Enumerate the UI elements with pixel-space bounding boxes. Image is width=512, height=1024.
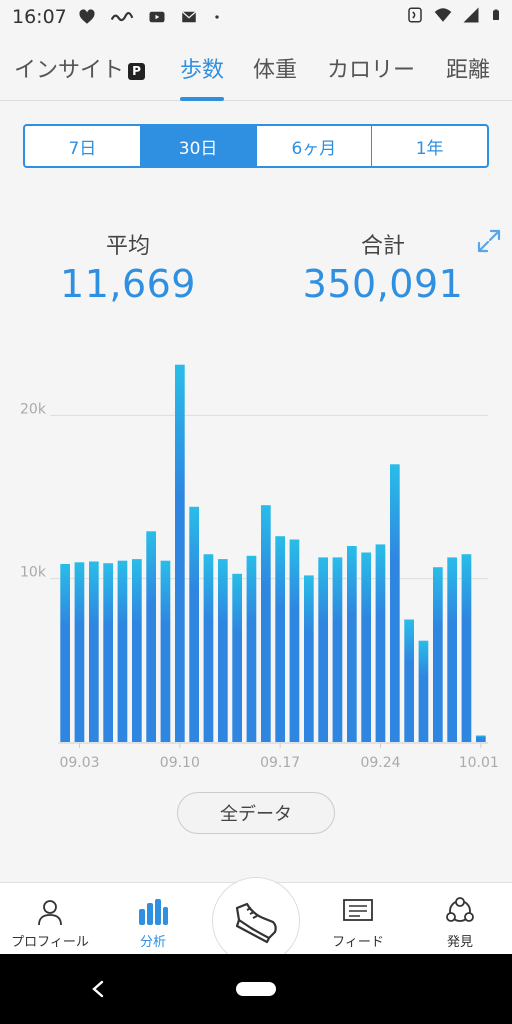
bar-09.15[interactable]: [246, 555, 257, 742]
feed-icon: [343, 899, 373, 921]
x-tick-label: 10.01: [459, 755, 499, 771]
system-navigation-bar: [0, 954, 512, 1024]
x-tick-label: 09.10: [160, 755, 200, 771]
bar-09.07[interactable]: [132, 559, 142, 742]
bar-10.01[interactable]: [476, 735, 486, 743]
nav-profile-label: プロフィール: [11, 935, 89, 950]
bar-09.28[interactable]: [433, 567, 443, 742]
analysis-icon: [139, 899, 168, 925]
period-selector: 7日 30日 6ヶ月 1年: [23, 124, 489, 168]
bar-09.19[interactable]: [304, 575, 314, 742]
active-tab-indicator: [180, 97, 224, 101]
total-value: 350,091: [302, 262, 464, 306]
premium-badge-icon: P: [128, 63, 146, 80]
signal-icon: [463, 7, 479, 23]
nav-feed[interactable]: フィード: [308, 883, 408, 955]
status-time: 16:07: [12, 6, 67, 28]
nav-feed-label: フィード: [332, 935, 384, 950]
y-tick-label: 20k: [20, 401, 47, 417]
more-notifications-icon: [215, 15, 219, 19]
bar-09.27[interactable]: [418, 640, 429, 742]
period-1-year[interactable]: 1年: [415, 138, 444, 159]
tab-steps-label: 歩数: [180, 58, 225, 83]
app-logo-icon: [110, 12, 134, 22]
shoe-icon: [235, 902, 277, 944]
nav-discover-label: 発見: [446, 935, 473, 950]
bar-09.25[interactable]: [390, 464, 400, 742]
bar-09.30[interactable]: [461, 554, 472, 742]
nav-analysis[interactable]: 分析: [103, 883, 203, 955]
bottom-navigation: プロフィール 分析 フィード 発見: [0, 877, 512, 965]
bar-09.08[interactable]: [146, 531, 156, 742]
bar-09.09[interactable]: [160, 560, 171, 742]
tab-insight[interactable]: インサイト P: [14, 52, 146, 84]
battery-icon: [493, 9, 499, 20]
tab-distance[interactable]: 距離: [446, 52, 490, 84]
back-icon[interactable]: [88, 978, 108, 1000]
nav-analysis-label: 分析: [139, 935, 166, 950]
wifi-icon: [434, 8, 452, 22]
status-bar: 16:07: [0, 0, 512, 34]
steps-bar-chart: 10k 20k 09.03 09.10 09.17 09.24 10.01: [20, 364, 499, 771]
profile-icon: [38, 900, 62, 926]
average-label: 平均: [105, 234, 150, 259]
period-6-months[interactable]: 6ヶ月: [257, 126, 373, 166]
tab-calories[interactable]: カロリー: [327, 52, 415, 84]
y-tick-label: 10k: [20, 565, 47, 581]
x-tick-label: 09.24: [360, 755, 400, 771]
nav-profile[interactable]: プロフィール: [0, 883, 100, 955]
x-tick-label: 09.17: [260, 755, 300, 771]
bar-09.13[interactable]: [218, 559, 228, 742]
bar-09.17[interactable]: [275, 536, 285, 742]
tab-insight-label: インサイト: [14, 58, 125, 83]
bar-09.14[interactable]: [232, 573, 242, 742]
period-30-days[interactable]: 30日: [140, 126, 257, 166]
bar-09.24[interactable]: [375, 544, 386, 742]
bar-09.23[interactable]: [361, 552, 371, 743]
average-value: 11,669: [60, 262, 196, 306]
youtube-icon: [149, 11, 165, 23]
bar-09.10[interactable]: [175, 364, 185, 742]
tab-steps[interactable]: 歩数: [180, 52, 224, 84]
discover-icon: [446, 897, 474, 922]
total-label: 合計: [360, 234, 405, 259]
bar-09.06[interactable]: [117, 560, 128, 742]
x-tick-label: 09.03: [59, 755, 99, 771]
heart-icon: [79, 9, 95, 24]
period-7-days[interactable]: 7日: [25, 126, 141, 166]
tab-weight[interactable]: 体重: [253, 52, 297, 84]
tab-calories-label: カロリー: [327, 58, 416, 83]
bar-09.16[interactable]: [261, 505, 271, 742]
bar-09.04[interactable]: [89, 561, 99, 743]
bar-09.20[interactable]: [318, 557, 328, 742]
bar-09.12[interactable]: [203, 554, 214, 742]
bar-09.05[interactable]: [103, 563, 113, 742]
record-activity-button[interactable]: [212, 877, 300, 965]
expand-icon[interactable]: [476, 228, 502, 254]
bar-09.21[interactable]: [332, 557, 343, 742]
top-tab-bar: インサイト P 歩数 体重 カロリー 距離: [0, 34, 512, 101]
all-data-button[interactable]: 全データ: [177, 792, 335, 834]
home-button[interactable]: [236, 982, 276, 996]
nfc-icon: [408, 7, 422, 23]
bar-09.02[interactable]: [60, 564, 70, 742]
bar-09.29[interactable]: [447, 557, 457, 742]
mail-icon: [181, 11, 197, 23]
bar-09.22[interactable]: [347, 546, 357, 742]
bar-09.26[interactable]: [404, 619, 414, 743]
tab-weight-label: 体重: [253, 58, 298, 83]
status-notification-icons: [78, 8, 222, 26]
bar-09.03[interactable]: [74, 562, 85, 742]
status-system-icons: [406, 6, 502, 24]
tab-distance-label: 距離: [446, 58, 491, 83]
nav-discover[interactable]: 発見: [410, 883, 510, 955]
bar-09.11[interactable]: [189, 506, 199, 742]
bar-09.18[interactable]: [289, 539, 300, 743]
